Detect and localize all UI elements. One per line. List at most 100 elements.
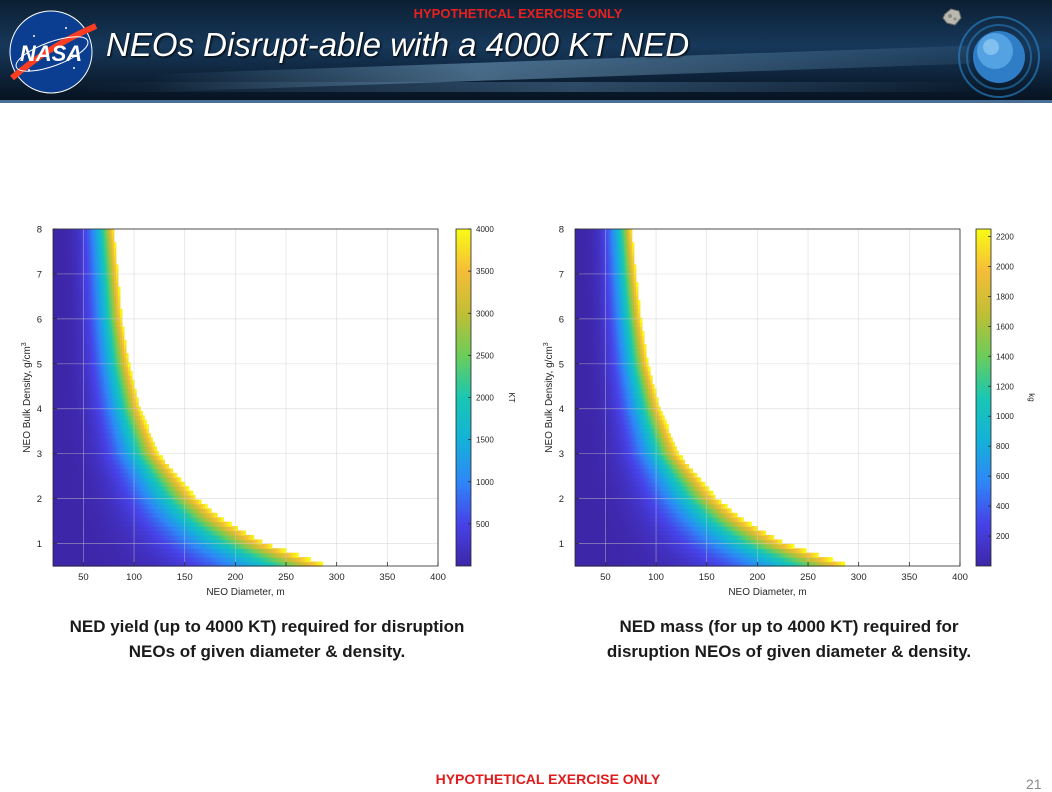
heatmap-cell: [83, 286, 87, 292]
heatmap-cell: [91, 477, 95, 483]
heatmap-cell: [184, 526, 188, 532]
heatmap-cell: [223, 561, 226, 567]
heatmap-cell: [93, 237, 97, 243]
heatmap-cell: [637, 548, 641, 554]
heatmap-cell: [85, 291, 89, 297]
heatmap-cell: [77, 548, 80, 554]
heatmap-cell: [71, 375, 74, 381]
heatmap-cell: [132, 397, 135, 403]
heatmap-cell: [609, 543, 613, 549]
heatmap-cell: [741, 539, 744, 545]
heatmap-cell: [113, 260, 117, 266]
heatmap-cell: [89, 432, 93, 438]
heatmap-cell: [140, 415, 143, 421]
heatmap-cell: [789, 548, 793, 554]
heatmap-cell: [138, 477, 141, 483]
heatmap-cell: [186, 548, 190, 554]
heatmap-cell: [95, 273, 99, 279]
heatmap-cell: [577, 530, 580, 536]
heatmap-cell: [119, 508, 123, 514]
heatmap-cell: [123, 490, 127, 496]
heatmap-cell: [93, 375, 97, 381]
heatmap-cell: [83, 330, 87, 337]
heatmap-cell: [162, 477, 166, 483]
heatmap-cell: [629, 539, 633, 545]
heatmap-cell: [113, 481, 117, 487]
heatmap-cell: [85, 362, 89, 368]
heatmap-cell: [75, 339, 78, 345]
heatmap-cell: [125, 415, 129, 421]
heatmap-cell: [688, 539, 692, 545]
heatmap-cell: [710, 543, 714, 549]
heatmap-cell: [79, 251, 82, 257]
heatmap-cell: [83, 255, 87, 261]
heatmap-cell: [617, 539, 621, 545]
heatmap-cell: [111, 534, 115, 540]
heatmap-cell: [253, 539, 257, 545]
heatmap-cell: [91, 353, 95, 359]
heatmap-cell: [63, 415, 66, 421]
heatmap-cell: [81, 264, 84, 270]
heatmap-cell: [65, 503, 68, 509]
heatmap-cell: [71, 277, 74, 283]
heatmap-cell: [130, 450, 133, 456]
heatmap-cell: [138, 561, 141, 567]
heatmap-cell: [81, 432, 84, 438]
heatmap-cell: [822, 561, 825, 567]
heatmap-cell: [279, 557, 283, 563]
heatmap-cell: [103, 472, 107, 478]
heatmap-cell: [87, 557, 91, 563]
heatmap-cell: [57, 499, 60, 505]
heatmap-cell: [63, 229, 66, 235]
heatmap-cell: [209, 548, 212, 554]
heatmap-cell: [647, 539, 651, 545]
heatmap-cell: [89, 353, 93, 359]
heatmap-cell: [150, 459, 153, 465]
heatmap-cell: [111, 268, 115, 274]
heatmap-cell: [117, 348, 121, 354]
heatmap-cell: [101, 530, 105, 536]
heatmap-cell: [202, 512, 206, 518]
heatmap-cell: [79, 428, 82, 434]
heatmap-cell: [79, 388, 82, 394]
heatmap-cell: [101, 229, 105, 235]
heatmap-cell: [647, 561, 651, 567]
heatmap-cell: [239, 548, 243, 554]
heatmap-cell: [63, 379, 66, 385]
heatmap-cell: [107, 370, 111, 376]
heatmap-cell: [91, 503, 95, 509]
heatmap-cell: [59, 370, 62, 376]
heatmap-cell: [67, 388, 70, 394]
heatmap-cell: [99, 353, 103, 359]
heatmap-cell: [739, 539, 742, 545]
heatmap-cell: [694, 552, 698, 558]
heatmap-cell: [81, 335, 84, 341]
heatmap-cell: [722, 557, 726, 563]
heatmap-cell: [168, 521, 172, 527]
heatmap-cell: [99, 277, 103, 283]
heatmap-cell: [59, 246, 62, 252]
heatmap-cell: [777, 543, 781, 549]
heatmap-cell: [217, 561, 220, 567]
x-axis-label: NEO Diameter, m: [206, 587, 284, 598]
heatmap-cell: [69, 530, 72, 536]
heatmap-cell: [69, 335, 72, 341]
heatmap-cell: [213, 534, 216, 540]
heatmap-cell: [93, 384, 97, 390]
heatmap-cell: [192, 495, 196, 501]
heatmap-cell: [103, 304, 107, 310]
heatmap-cell: [107, 441, 111, 447]
heatmap-cell: [134, 450, 137, 456]
heatmap-cell: [249, 534, 253, 540]
heatmap-cell: [138, 459, 141, 465]
heatmap-cell: [579, 543, 582, 549]
heatmap-cell: [130, 526, 133, 532]
heatmap-cell: [174, 472, 178, 478]
heatmap-cell: [121, 432, 125, 438]
heatmap-cell: [269, 543, 273, 549]
heatmap-cell: [73, 477, 76, 483]
heatmap-cell: [57, 255, 60, 261]
heatmap-cell: [113, 530, 117, 536]
heatmap-cell: [261, 543, 265, 549]
heatmap-cell: [59, 282, 62, 288]
